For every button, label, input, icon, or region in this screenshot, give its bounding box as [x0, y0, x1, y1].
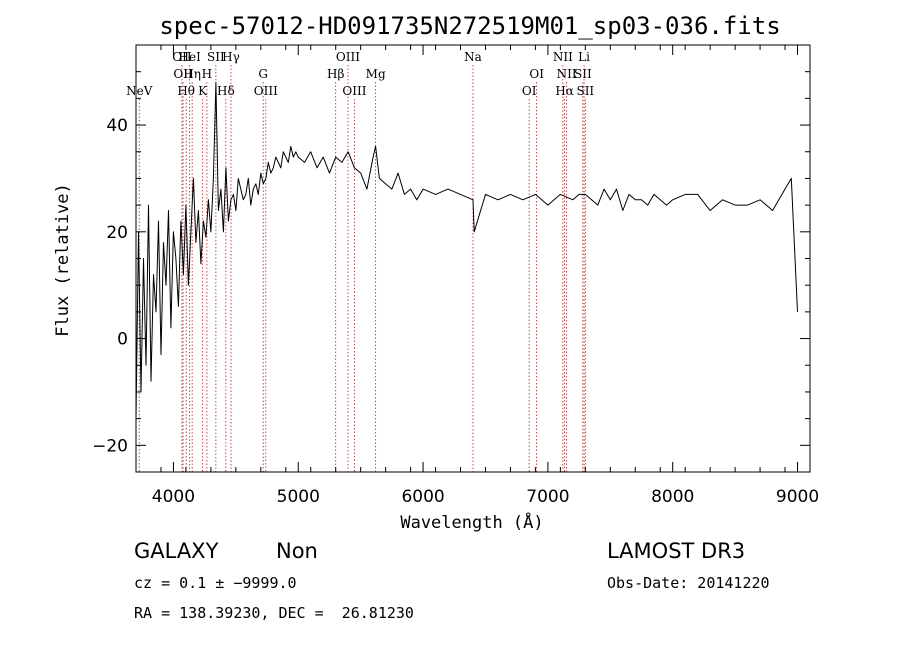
x-tick-label-3: 7000 — [526, 487, 569, 507]
ra-dec-coords: RA = 138.39230, DEC = 26.81230 — [134, 604, 414, 622]
object-subclass: Non — [276, 539, 318, 563]
line-label-18: OI — [522, 84, 537, 98]
line-label-9: Hδ — [217, 84, 235, 98]
y-tick-label-3: 40 — [106, 116, 128, 136]
line-label-11: G — [258, 67, 268, 81]
line-label-6: K — [198, 84, 208, 98]
flux-series — [135, 81, 798, 419]
line-label-24: Li — [578, 50, 590, 64]
x-tick-label-0: 4000 — [152, 487, 195, 507]
line-label-15: OIII — [342, 84, 366, 98]
x-tick-label-1: 5000 — [277, 487, 320, 507]
line-label-19: OI — [529, 67, 544, 81]
line-label-22: Hα — [555, 84, 574, 98]
x-tick-label-2: 6000 — [401, 487, 444, 507]
series-line-0 — [135, 81, 798, 419]
emission-line-markers: NeV OII OII Hθ HeI Hη KH SII Hδ Hγ G OIII Hβ OIII OIII… — [126, 50, 594, 472]
line-label-0: NeV — [126, 84, 153, 98]
line-label-3: Hθ — [177, 84, 195, 98]
x-tick-label-4: 8000 — [651, 487, 694, 507]
line-label-14: OIII — [336, 50, 360, 64]
line-label-17: Na — [464, 50, 482, 64]
line-label-2: OII — [173, 67, 193, 81]
object-class: GALAXY — [134, 539, 219, 563]
line-label-7: H — [202, 67, 212, 81]
line-label-1: OII — [172, 50, 192, 64]
line-label-25: SII — [576, 84, 594, 98]
line-label-10: Hγ — [222, 50, 240, 64]
x-tick-label-5: 9000 — [776, 487, 819, 507]
y-axis-label: Flux (relative) — [53, 183, 73, 337]
line-label-12: OIII — [254, 84, 278, 98]
observation-date: Obs-Date: 20141220 — [607, 574, 770, 592]
line-label-4: HeI — [179, 50, 202, 64]
line-label-5: Hη — [183, 67, 201, 81]
line-label-20: NII — [553, 50, 573, 64]
x-axis-label: Wavelength (Å) — [400, 511, 543, 533]
y-tick-label-1: 0 — [117, 330, 128, 350]
axis-ticks: 4000 5000 6000 7000 8000 9000 −20 0 20 40 — [92, 44, 819, 507]
line-label-16: Mg — [366, 67, 386, 81]
line-label-13: Hβ — [327, 67, 344, 81]
y-tick-label-0: −20 — [92, 436, 128, 456]
line-label-23: SII — [574, 67, 592, 81]
line-label-21: NII — [557, 67, 577, 81]
y-tick-label-2: 20 — [106, 223, 128, 243]
survey-name: LAMOST DR3 — [607, 539, 746, 563]
line-label-8: SII — [207, 50, 225, 64]
redshift-cz: cz = 0.1 ± −9999.0 — [134, 574, 297, 592]
chart-title: spec-57012-HD091735N272519M01_sp03-036.f… — [159, 12, 780, 40]
